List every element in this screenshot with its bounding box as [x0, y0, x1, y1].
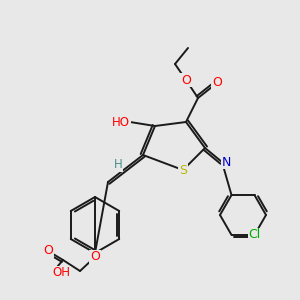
Text: O: O [212, 76, 222, 89]
Text: O: O [43, 244, 53, 257]
Text: OH: OH [52, 266, 70, 280]
Text: O: O [181, 74, 191, 86]
Text: S: S [179, 164, 187, 176]
Text: H: H [114, 158, 122, 172]
Text: O: O [90, 250, 100, 263]
Text: HO: HO [112, 116, 130, 128]
Text: Cl: Cl [248, 228, 261, 242]
Text: N: N [222, 155, 231, 169]
